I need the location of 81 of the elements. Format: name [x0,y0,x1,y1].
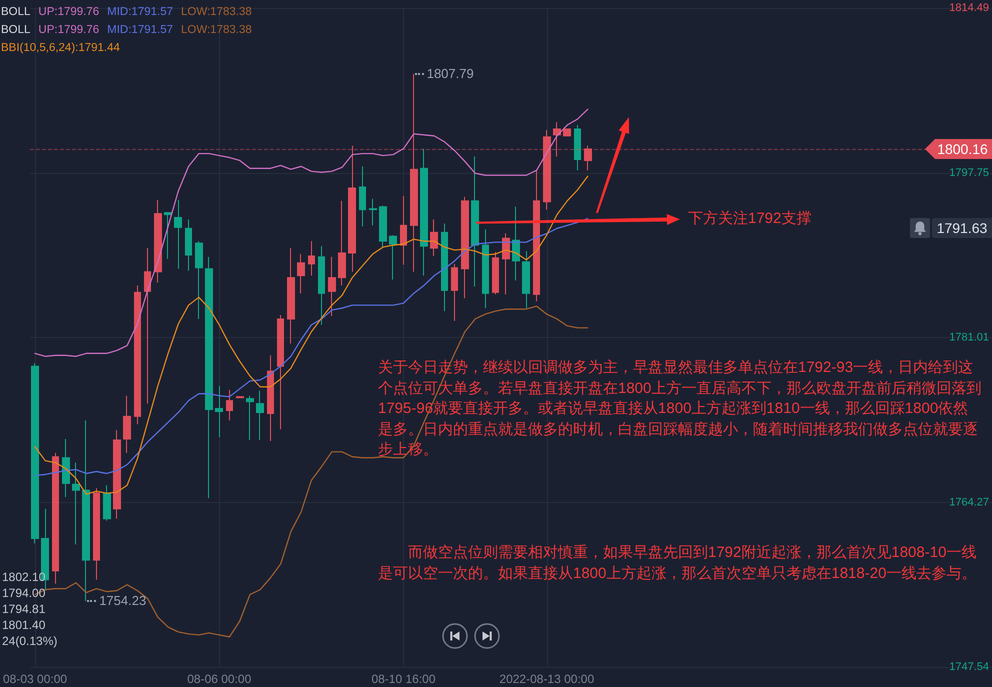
candlestick [267,354,274,442]
candlestick [226,389,233,421]
candlestick [400,195,407,266]
x-tick-label: 08-03 00:00 [2,672,68,686]
x-tick-label: 08-10 16:00 [371,672,436,686]
text: LOW:1783.38 [180,24,252,36]
text: UP:1799.76 [38,6,100,18]
candlestick [369,198,377,226]
candlestick [62,438,70,498]
candlestick [338,200,346,286]
candlestick [297,253,305,294]
candlestick [72,462,80,545]
text: MID:1791.57 [107,24,174,36]
candlestick [522,250,530,309]
line-series [34,108,588,357]
annotation: 1807.79 [426,66,474,82]
candlestick [93,488,100,580]
annotation: 而做空点位则需要相对慎重，如果早盘先回到1792附近起涨，那么首次见1808-10一线是可以空一次的。如果直接从1800上方起涨，那么首次空单只考虑在1818-20一线去参与。 [378,543,978,584]
candlestick [430,219,438,256]
candlestick [144,248,151,404]
candlestick [348,145,356,272]
candlestick [318,246,325,326]
candlestick [154,199,162,284]
candlestick [584,145,592,171]
x-tick-label: 2022-08-13 00:00 [499,672,594,686]
candlestick [308,240,315,276]
text: BBI(10,5,6,24):1791.44 [1,42,121,54]
candlestick [533,170,540,302]
text: 1791.63 [932,218,992,238]
text: LOW:1783.38 [180,6,252,18]
candlestick [461,196,469,299]
candlestick [512,206,520,282]
x-tick-label: 08-06 00:00 [187,672,252,686]
candlestick [113,430,121,520]
candlestick [123,395,131,454]
candlestick [389,234,397,280]
candlestick [52,452,59,584]
candlestick [328,256,336,316]
legend-title: BOLL [1,6,32,18]
candlestick [31,362,39,544]
candlestick [420,148,428,276]
candlestick [185,219,192,272]
candlestick [215,385,223,438]
text: BOLL [1,24,30,36]
text: UP:1799.76 [38,24,100,36]
annotation: 1754.23 [99,593,146,610]
candlestick [471,156,479,287]
annotation: 1794.00 [2,586,46,600]
annotation: 1801.40 [2,618,46,632]
annotation: 24(0.13%) [2,634,58,648]
candlestick [441,222,448,312]
candlestick [103,484,111,522]
candlestick [482,228,489,309]
y-tick-label: 1814.49 [949,2,989,14]
candlestick [492,252,499,295]
y-tick-label: 1781.01 [949,332,989,344]
candlestick [205,256,213,499]
candlestick [256,390,264,441]
candlestick [451,263,458,322]
text: MID:1791.57 [107,6,174,18]
candlestick [379,205,387,249]
candlestick [553,122,561,158]
candlestick [134,284,141,425]
annotation: 1794.81 [2,602,46,616]
candlestick [410,73,418,272]
text: 下方关注1792支撑 [688,209,812,229]
candlestick [195,240,203,320]
candlestick [164,212,172,260]
candlestick [277,314,284,430]
candlestick [563,128,571,136]
y-tick-label: 1764.27 [949,496,989,508]
candlestick [174,199,182,270]
candlestick [359,166,366,227]
annotation: 1800.16 [936,140,989,160]
candlestick [287,248,295,344]
y-tick-label: 1797.75 [949,166,989,179]
candlestick [543,129,551,210]
candlestick [574,124,581,171]
y-tick-label: 1747.54 [949,661,989,673]
candlestick [246,395,254,441]
candlestick [82,420,90,602]
